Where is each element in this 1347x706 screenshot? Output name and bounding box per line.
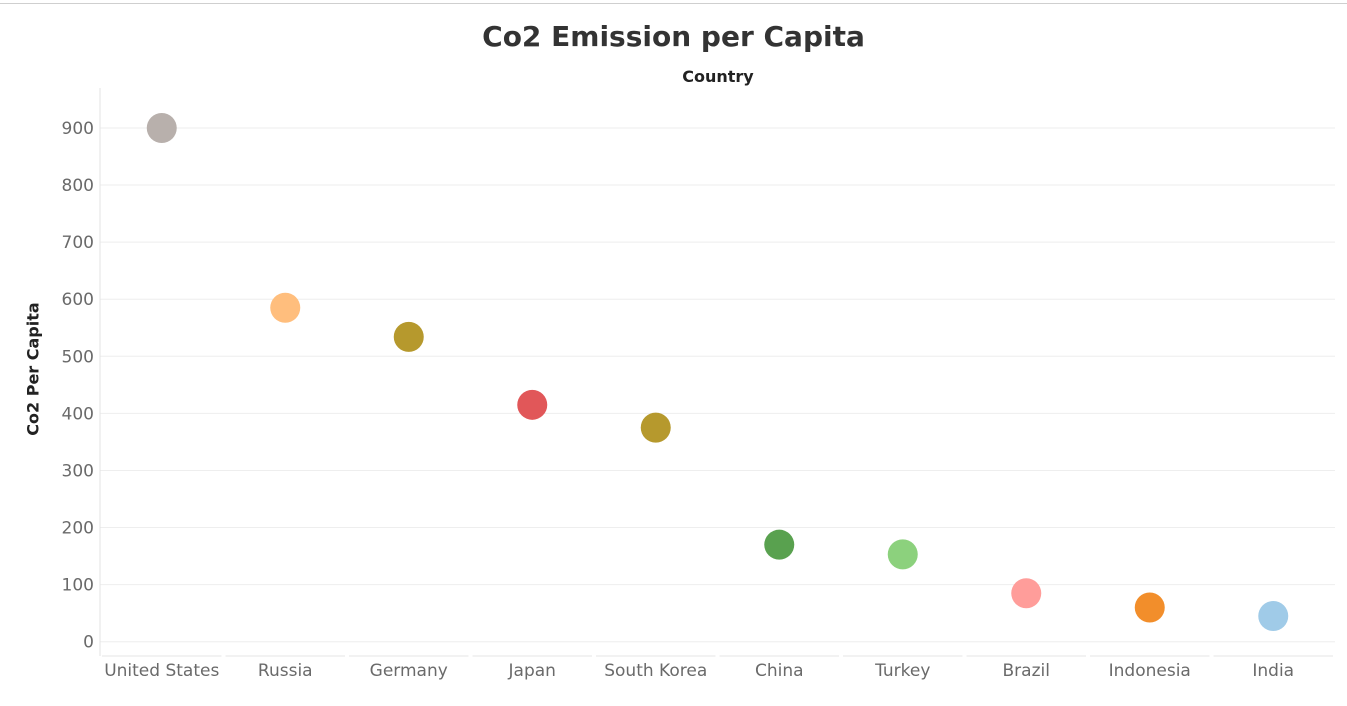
x-tick-label: India: [1252, 661, 1294, 681]
grid-lines: [100, 127, 1335, 643]
x-tick-label: United States: [104, 661, 219, 681]
axes: [99, 88, 1333, 657]
x-tick-label: Russia: [258, 661, 313, 681]
y-tick-label: 300: [62, 461, 94, 481]
x-tick-label: Germany: [370, 661, 448, 681]
x-tick-label: Japan: [508, 661, 556, 681]
chart-title: Co2 Emission per Capita: [482, 20, 865, 53]
data-point[interactable]: [764, 529, 795, 560]
y-tick-label: 900: [62, 119, 94, 139]
x-tick-label: China: [755, 661, 804, 681]
x-tick-label: South Korea: [604, 661, 707, 681]
x-tick-labels: United States Russia Germany Japan South Kor…: [104, 661, 1294, 681]
y-tick-label: 800: [62, 176, 94, 196]
data-point[interactable]: [1134, 592, 1165, 623]
y-tick-label: 200: [62, 519, 94, 539]
y-tick-label: 100: [62, 576, 94, 596]
x-tick-label: Indonesia: [1109, 661, 1191, 681]
data-point[interactable]: [393, 321, 424, 352]
y-tick-label: 700: [62, 233, 94, 253]
data-points: [146, 112, 1289, 632]
x-tick-label: Turkey: [874, 661, 930, 681]
data-point[interactable]: [146, 112, 177, 143]
y-tick-label: 0: [83, 633, 94, 653]
y-tick-label: 600: [62, 290, 94, 310]
x-axis-header: Country: [682, 67, 754, 86]
y-tick-label: 400: [62, 404, 94, 424]
data-point[interactable]: [270, 292, 301, 323]
y-tick-labels: 0 100 200 300 400 500 600 700 800 900: [62, 119, 94, 653]
data-point[interactable]: [887, 539, 918, 570]
data-point[interactable]: [640, 412, 671, 443]
data-point[interactable]: [1258, 601, 1289, 632]
x-tick-label: Brazil: [1003, 661, 1050, 681]
data-point[interactable]: [517, 389, 548, 420]
data-point[interactable]: [1011, 578, 1042, 609]
top-divider: [0, 3, 1347, 4]
y-tick-label: 500: [62, 347, 94, 367]
